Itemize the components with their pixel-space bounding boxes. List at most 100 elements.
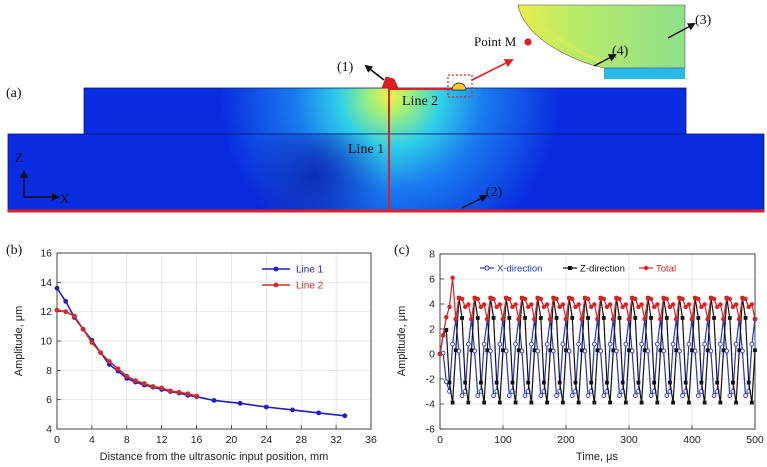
data-point <box>717 341 723 347</box>
tick-label-y: 14 <box>40 277 52 289</box>
data-point <box>721 348 726 353</box>
data-point <box>491 316 496 320</box>
data-point <box>585 393 591 398</box>
data-point <box>494 304 499 310</box>
data-point <box>450 400 455 405</box>
data-point <box>570 316 575 320</box>
panel-a-label: (a) <box>6 86 22 101</box>
data-point <box>579 316 584 322</box>
data-point <box>453 316 458 322</box>
data-point <box>440 333 446 338</box>
data-point <box>506 393 512 398</box>
inset-weld-zoom: Point M (3) (4) <box>474 4 712 79</box>
data-point <box>447 304 452 310</box>
data-point <box>743 393 748 398</box>
data-point <box>686 302 692 307</box>
data-point <box>652 304 657 310</box>
data-point <box>737 348 742 353</box>
data-point <box>680 316 685 320</box>
data-point <box>459 393 465 398</box>
base-plate-shade <box>8 134 764 212</box>
data-point <box>469 316 474 322</box>
tick-label-x: 200 <box>557 434 575 446</box>
tick-label-x: 12 <box>156 434 168 446</box>
data-point <box>150 384 156 389</box>
zoom-arrow <box>471 59 514 81</box>
data-point <box>342 413 348 419</box>
data-point <box>501 348 505 353</box>
data-point <box>569 393 575 398</box>
data-point <box>185 391 191 397</box>
tick-label-y: -4 <box>426 399 435 411</box>
data-point <box>674 348 679 353</box>
data-point <box>516 316 521 322</box>
callout-4: (4) <box>612 44 629 59</box>
data-point <box>589 380 594 385</box>
data-point <box>526 380 531 385</box>
tick-label-y: 4 <box>46 424 52 436</box>
data-point <box>605 380 609 385</box>
data-point <box>731 380 735 385</box>
panel-c-label: (c) <box>394 243 410 258</box>
tick-label-x: 100 <box>494 434 512 446</box>
data-point <box>642 348 647 353</box>
data-point <box>507 316 512 320</box>
data-point <box>715 380 720 385</box>
callout-4-arrow <box>593 54 617 67</box>
tick-label-x: 500 <box>746 434 764 446</box>
data-point <box>705 348 710 353</box>
data-point <box>664 393 670 398</box>
data-point <box>743 296 748 302</box>
data-point <box>54 307 60 313</box>
data-point <box>576 400 581 405</box>
data-point <box>727 296 732 302</box>
data-point <box>529 400 534 405</box>
inset-lower-band <box>604 68 685 79</box>
data-point <box>54 285 60 291</box>
data-point <box>639 341 644 347</box>
data-point <box>491 296 496 302</box>
data-point <box>702 341 707 347</box>
data-point <box>72 313 77 319</box>
data-point <box>510 380 515 385</box>
data-point <box>522 393 528 398</box>
data-point <box>611 348 616 353</box>
data-point <box>237 400 243 406</box>
data-point <box>573 380 578 385</box>
line-1-label: Line 1 <box>348 142 384 157</box>
ultrasonic-horn <box>381 76 399 89</box>
legend-marker <box>273 266 279 272</box>
data-point <box>463 304 468 310</box>
data-point <box>560 400 565 405</box>
tick-label-x: 36 <box>365 434 377 446</box>
data-point <box>576 341 581 347</box>
tick-label-x: 300 <box>620 434 638 446</box>
legend-marker <box>484 265 490 271</box>
data-point <box>63 309 69 315</box>
legend-label: Line 1 <box>296 265 324 276</box>
data-point <box>513 341 518 347</box>
data-point <box>753 348 757 353</box>
data-point <box>592 400 597 405</box>
data-point <box>699 380 704 385</box>
data-point <box>141 381 147 386</box>
data-point <box>479 380 483 385</box>
tick-label-y: 0 <box>429 349 435 361</box>
data-point <box>544 302 550 307</box>
data-point <box>623 341 629 347</box>
data-point <box>670 302 676 307</box>
data-point <box>115 366 121 372</box>
data-point <box>734 400 738 405</box>
chart-c-ylabel: Amplitude, μm <box>396 306 408 377</box>
data-point <box>648 393 654 398</box>
tick-label-x: 24 <box>260 434 272 446</box>
data-point <box>532 348 537 353</box>
data-point <box>671 400 675 405</box>
data-point <box>538 296 543 302</box>
data-point <box>466 341 471 347</box>
data-point <box>696 316 701 320</box>
data-point <box>617 316 622 320</box>
data-point <box>658 316 663 322</box>
